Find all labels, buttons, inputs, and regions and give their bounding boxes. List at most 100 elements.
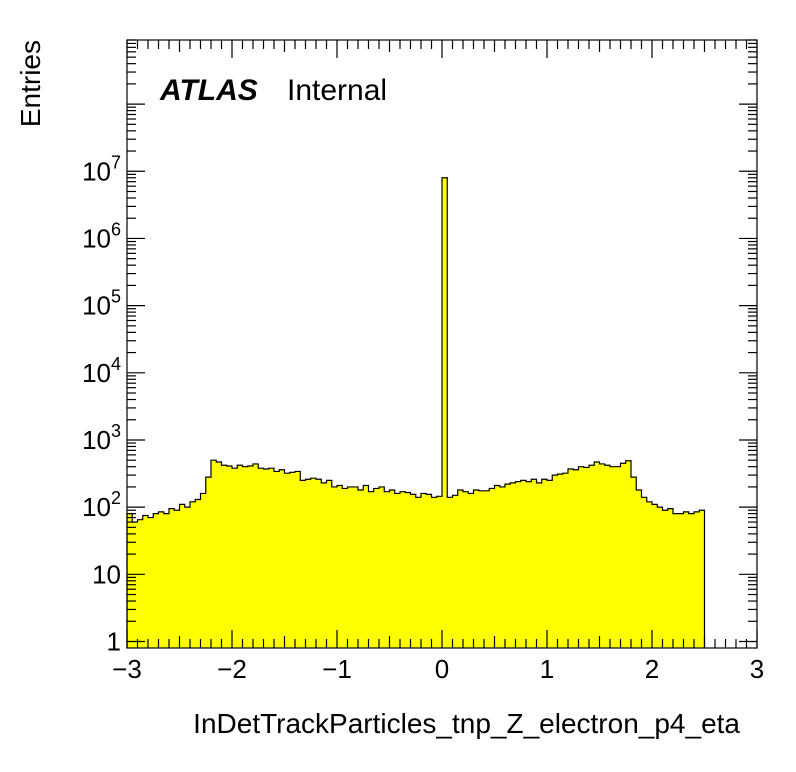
y-tick-label: 102 — [82, 488, 121, 522]
x-tick-label: −3 — [112, 654, 142, 684]
axis-ticks — [126, 39, 758, 648]
histogram-bar — [137, 519, 144, 648]
histogram-bar — [179, 504, 186, 648]
histogram-bar — [557, 474, 564, 648]
histogram-bar — [379, 486, 385, 648]
histogram-bar — [331, 486, 338, 648]
histogram-bar — [688, 513, 695, 648]
histogram-bar — [547, 480, 553, 648]
y-tick-labels: 1 10 102 103 104 105 106 107 — [82, 152, 121, 656]
histogram-bar — [694, 511, 700, 648]
histogram-bar — [636, 489, 642, 648]
histogram-bar — [184, 507, 191, 648]
histogram-bar — [289, 472, 296, 648]
histogram-bar — [153, 513, 159, 648]
histogram-bar — [211, 460, 217, 648]
atlas-label: ATLAS — [159, 74, 258, 107]
histogram-bar — [463, 491, 469, 648]
internal-label: Internal — [287, 74, 387, 107]
histogram-bar — [363, 485, 369, 648]
histogram-bar — [205, 477, 212, 648]
histogram-bar — [142, 515, 149, 648]
histogram-bar — [284, 473, 291, 648]
y-tick-label: 107 — [82, 152, 121, 186]
histogram-bar — [673, 513, 679, 648]
histogram-bar — [221, 465, 228, 648]
histogram-bar — [321, 482, 327, 648]
histogram-bar — [258, 468, 264, 648]
histogram-bar — [263, 468, 270, 648]
y-tick-label: 104 — [82, 354, 121, 388]
histogram-bar — [541, 479, 548, 648]
histogram-bar — [573, 469, 579, 648]
histogram-bar — [484, 490, 490, 648]
histogram-bar — [358, 489, 364, 648]
y-tick-label: 103 — [82, 421, 121, 455]
x-tick-label: −1 — [322, 654, 352, 684]
histogram-bar — [169, 508, 175, 648]
x-axis-title: InDetTrackParticles_tnp_Z_electron_p4_et… — [193, 708, 740, 739]
histogram-bar — [510, 482, 516, 648]
histogram-bar — [158, 511, 165, 648]
histogram-bar — [610, 466, 616, 648]
histogram-bar — [268, 468, 275, 648]
histogram-bar — [436, 496, 443, 648]
histogram-bar — [368, 491, 375, 648]
histogram-bar — [200, 493, 207, 648]
histogram-bar — [589, 465, 595, 648]
histogram-bar — [190, 501, 196, 648]
histogram-bar — [646, 501, 653, 648]
histogram-bar — [415, 497, 422, 648]
y-tick-label: 10 — [92, 559, 121, 589]
histogram-bar — [431, 497, 438, 648]
histogram-bar — [641, 497, 648, 648]
histogram-bar — [305, 479, 312, 648]
x-tick-label: 3 — [750, 654, 764, 684]
histogram-bar — [247, 465, 254, 648]
histogram-bar — [615, 466, 621, 648]
histogram-bar — [526, 481, 532, 648]
histogram-bar — [253, 463, 259, 648]
histogram-bar — [631, 477, 637, 648]
histogram-bar — [552, 475, 558, 648]
histogram-bar — [678, 513, 684, 648]
histogram-bar — [274, 471, 280, 648]
histogram-bar — [394, 493, 401, 648]
histogram-bar — [594, 461, 600, 648]
histogram-bar — [699, 510, 705, 648]
histogram-bar — [473, 489, 480, 648]
histogram-bar — [531, 479, 537, 648]
histogram-bar — [489, 488, 495, 648]
histogram-bar — [337, 485, 343, 648]
histogram-bar — [520, 480, 527, 648]
histogram-bar — [316, 479, 322, 648]
histogram-bar — [625, 460, 632, 648]
histogram-bar — [279, 469, 285, 648]
histogram-bar — [499, 486, 506, 648]
histogram-bar — [578, 466, 585, 648]
histogram-bar — [237, 465, 243, 648]
histogram-bar — [683, 511, 690, 648]
histogram-bar — [352, 486, 359, 648]
y-tick-label: 1 — [107, 626, 121, 656]
histogram-bar — [148, 517, 154, 648]
histogram-bar — [232, 468, 238, 648]
histogram-bar — [562, 473, 569, 648]
histogram-bar — [515, 481, 522, 648]
histogram-bar — [568, 468, 574, 648]
x-tick-label: −2 — [217, 654, 247, 684]
histogram-outline — [126, 177, 706, 648]
x-tick-label: 2 — [645, 654, 659, 684]
x-tick-label: 0 — [435, 654, 449, 684]
histogram-bars — [127, 177, 705, 649]
histogram-bar — [426, 494, 432, 648]
histogram-bar — [400, 491, 406, 648]
histogram-bar — [457, 489, 464, 648]
histogram-bar — [410, 494, 417, 648]
histogram-bar — [163, 513, 170, 648]
histogram-bar — [583, 467, 590, 648]
histogram-bar — [384, 491, 390, 648]
histogram-bar — [468, 493, 474, 648]
histogram-bar — [373, 488, 380, 648]
